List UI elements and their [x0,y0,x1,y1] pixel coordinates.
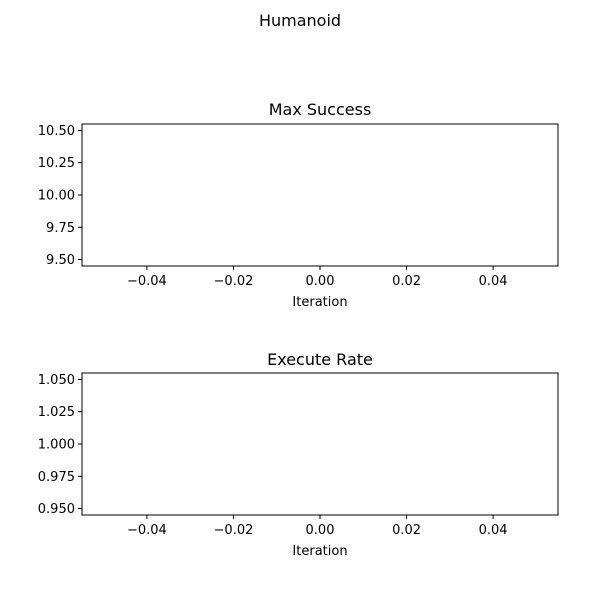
x-tick-label: 0.00 [306,523,335,538]
y-tick-label: 9.75 [46,221,75,236]
plot-area [81,372,559,516]
y-tick-label: 9.50 [46,253,75,268]
y-tick-label: 1.000 [38,438,75,453]
y-tick-label: 1.050 [38,373,75,388]
chart-title: Execute Rate [267,350,373,369]
x-tick-label: 0.04 [479,274,508,289]
figure-title: Humanoid [259,11,341,30]
x-axis-label: Iteration [292,295,347,310]
y-tick-label: 0.975 [38,470,75,485]
chart-title: Max Success [269,100,372,119]
x-tick-label: −0.04 [127,523,167,538]
x-tick-label: −0.04 [127,274,167,289]
x-tick-label: 0.04 [479,523,508,538]
x-axis: −0.04 −0.02 0.00 0.02 0.04 [127,266,508,289]
y-tick-label: 10.00 [38,189,75,204]
plot-area [81,123,559,267]
x-tick-label: 0.02 [392,274,421,289]
chart-execute-rate: Execute Rate −0.04 −0.02 0.00 0.02 0.04 0.95… [38,350,559,559]
chart-max-success: Max Success −0.04 −0.02 0.00 0.02 0.04 9.509… [38,100,559,310]
x-tick-label: 0.02 [392,523,421,538]
x-tick-label: −0.02 [214,523,254,538]
x-tick-label: 0.00 [306,274,335,289]
y-axis: 9.50 9.75 10.00 10.25 10.50 [38,124,82,268]
y-axis: 0.950 0.975 1.000 1.025 1.050 [38,373,82,517]
x-axis-label: Iteration [292,544,347,559]
y-tick-label: 10.25 [38,156,75,171]
y-tick-label: 1.025 [38,405,75,420]
y-tick-label: 0.950 [38,502,75,517]
y-tick-label: 10.50 [38,124,75,139]
x-axis: −0.04 −0.02 0.00 0.02 0.04 [127,515,508,538]
x-tick-label: −0.02 [214,274,254,289]
